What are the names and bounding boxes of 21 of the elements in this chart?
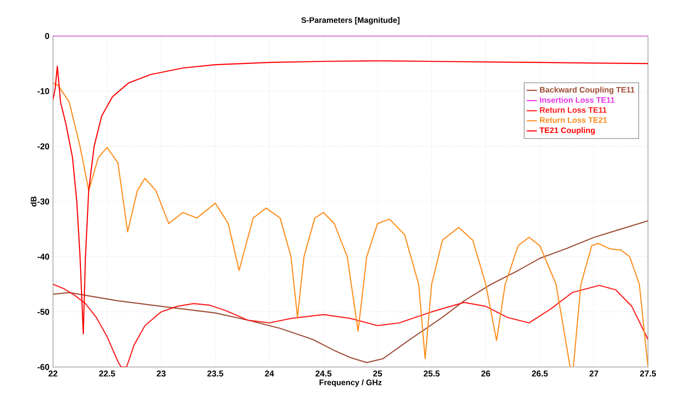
x-tick-label: 25.5 (424, 370, 440, 377)
x-tick-label: 27 (589, 370, 598, 376)
x-tick-label: 27.5 (640, 370, 656, 377)
y-tick-label: -20 (38, 143, 50, 150)
y-tick-label: -60 (38, 364, 50, 370)
x-tick-label: 22 (48, 370, 58, 376)
line-series (53, 284, 648, 367)
x-tick-label: 24 (264, 370, 274, 376)
y-tick-label: 0 (45, 33, 50, 39)
x-tick-label: 26 (481, 370, 490, 377)
y-tick-label: -50 (38, 308, 50, 315)
y-tick-label: -10 (38, 88, 50, 94)
x-tick-label: 23.5 (207, 370, 224, 377)
x-tick-label: 23 (156, 370, 166, 377)
x-tick-label: 26.5 (532, 370, 548, 377)
line-series (53, 220, 648, 364)
x-tick-label: 25 (373, 370, 382, 377)
x-tick-label: 24.5 (316, 370, 332, 377)
y-tick-label: -40 (38, 254, 50, 260)
x-tick-label: 22.5 (99, 370, 116, 377)
y-tick-label: -30 (38, 198, 50, 205)
